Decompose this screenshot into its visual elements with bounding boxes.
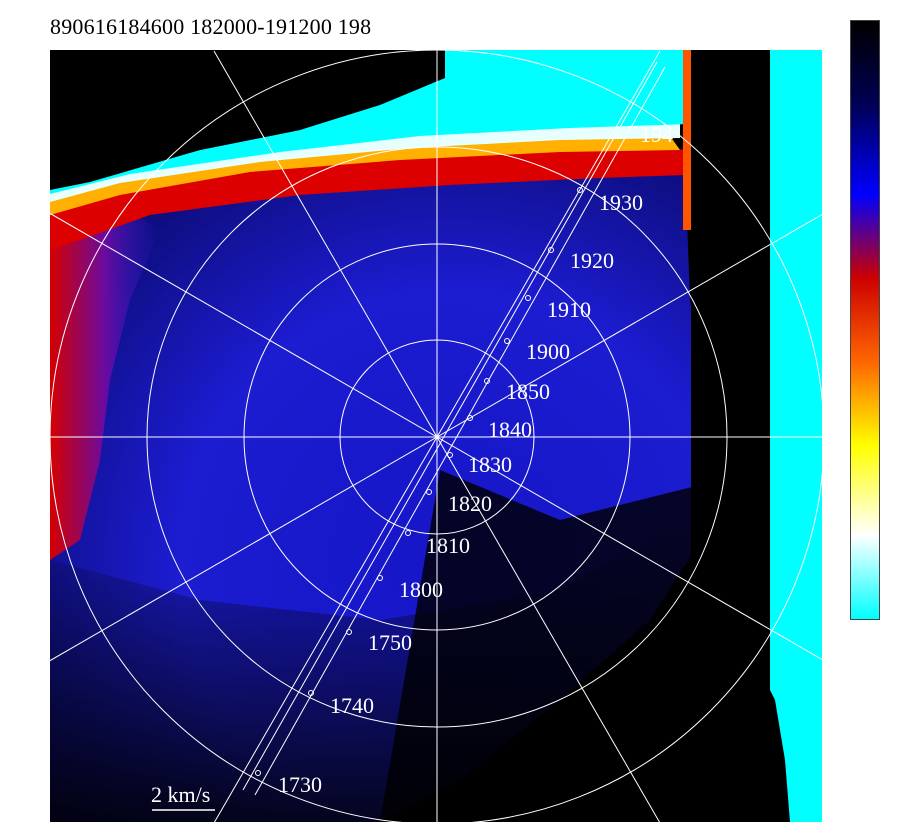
track-label: 1830 xyxy=(468,452,512,477)
track-label: 1910 xyxy=(547,297,591,322)
color-scale-bar xyxy=(850,20,880,620)
track-marker xyxy=(548,247,554,253)
polar-grid xyxy=(50,50,822,822)
plot-title: 890616184600 182000-191200 198 xyxy=(50,14,372,39)
white-band xyxy=(50,122,680,202)
track-markers xyxy=(255,187,583,776)
track-label: 1850 xyxy=(506,379,550,404)
data-field xyxy=(50,50,822,822)
track-label: 194 xyxy=(640,122,673,147)
track-marker xyxy=(525,295,531,301)
track-label: 1750 xyxy=(368,630,412,655)
track-marker xyxy=(447,452,453,458)
black-column xyxy=(691,50,771,822)
track-label: 1840 xyxy=(488,417,532,442)
track-marker xyxy=(426,489,432,495)
black-top-left xyxy=(50,50,445,190)
scale-bar: 2 km/s xyxy=(151,782,215,811)
orange-edge-strip xyxy=(683,50,691,230)
track-label: 1820 xyxy=(448,491,492,516)
track-line xyxy=(242,61,658,791)
track-marker xyxy=(577,187,583,193)
track-marker xyxy=(346,629,352,635)
track-label: 1930 xyxy=(599,190,643,215)
track-marker xyxy=(467,415,473,421)
track-marker xyxy=(377,575,383,581)
track-label-group: 1730 1740 1750 1800 1810 1820 1830 1840 … xyxy=(278,122,673,797)
spacecraft-track xyxy=(242,61,666,796)
red-band xyxy=(50,148,685,250)
track-label: 1740 xyxy=(330,693,374,718)
grid-spoke-150 xyxy=(50,212,822,661)
track-label: 1900 xyxy=(526,339,570,364)
scale-bar-label: 2 km/s xyxy=(151,782,210,807)
track-line-offset xyxy=(254,66,666,796)
track-marker xyxy=(308,690,314,696)
track-label: 1810 xyxy=(426,533,470,558)
dark-wedge xyxy=(380,470,720,822)
track-label: 1730 xyxy=(278,772,322,797)
track-label: 1920 xyxy=(570,248,614,273)
cyan-right-strip xyxy=(770,50,822,822)
track-marker xyxy=(484,378,490,384)
track-marker xyxy=(255,770,261,776)
track-marker xyxy=(504,338,510,344)
cyan-region xyxy=(50,50,690,194)
track-marker xyxy=(405,530,411,536)
track-label: 1800 xyxy=(399,577,443,602)
